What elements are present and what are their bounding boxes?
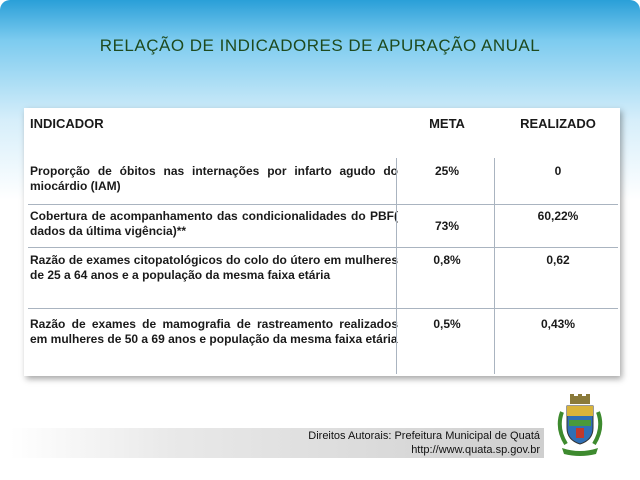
row-achieved: 0 [554,164,562,178]
row-indicator: Razão de exames citopatológicos do colo … [30,253,398,282]
row-target: 0,5% [433,317,461,331]
copyright-text: Direitos Autorais: Prefeitura Municipal … [308,430,540,442]
row-target: 73% [434,219,460,233]
row-achieved: 0,43% [540,317,576,331]
column-divider [396,158,397,374]
table-row: Proporção de óbitos nas internações por … [24,164,620,198]
row-achieved: 60,22% [537,209,579,223]
table-row: Razão de exames citopatológicos do colo … [24,253,620,301]
row-target: 0,8% [433,253,461,267]
header-indicator: INDICADOR [30,116,104,131]
column-divider [494,158,495,374]
row-indicator: Cobertura de acompanhamento das condicio… [30,209,398,238]
row-achieved: 0,62 [546,253,570,267]
row-target: 25% [434,164,460,178]
row-indicator: Proporção de óbitos nas internações por … [30,164,398,193]
website-link[interactable]: http://www.quata.sp.gov.br [411,444,540,456]
footer-bar [10,428,544,458]
row-divider [28,204,618,205]
header-achieved: REALIZADO [520,116,596,131]
header-target: META [429,116,465,131]
footer: Direitos Autorais: Prefeitura Municipal … [308,429,540,457]
row-indicator: Razão de exames de mamografia de rastrea… [30,317,398,346]
page-title: RELAÇÃO DE INDICADORES DE APURAÇÃO ANUAL [99,36,541,55]
coat-of-arms-icon [557,394,603,456]
table-row: Razão de exames de mamografia de rastrea… [24,317,620,365]
row-divider [28,247,618,248]
indicators-table: INDICADOR META REALIZADO Proporção de ób… [24,108,620,376]
table-header-row: INDICADOR META REALIZADO [24,116,620,134]
row-divider [28,308,618,309]
table-row: Cobertura de acompanhamento das condicio… [24,209,620,243]
